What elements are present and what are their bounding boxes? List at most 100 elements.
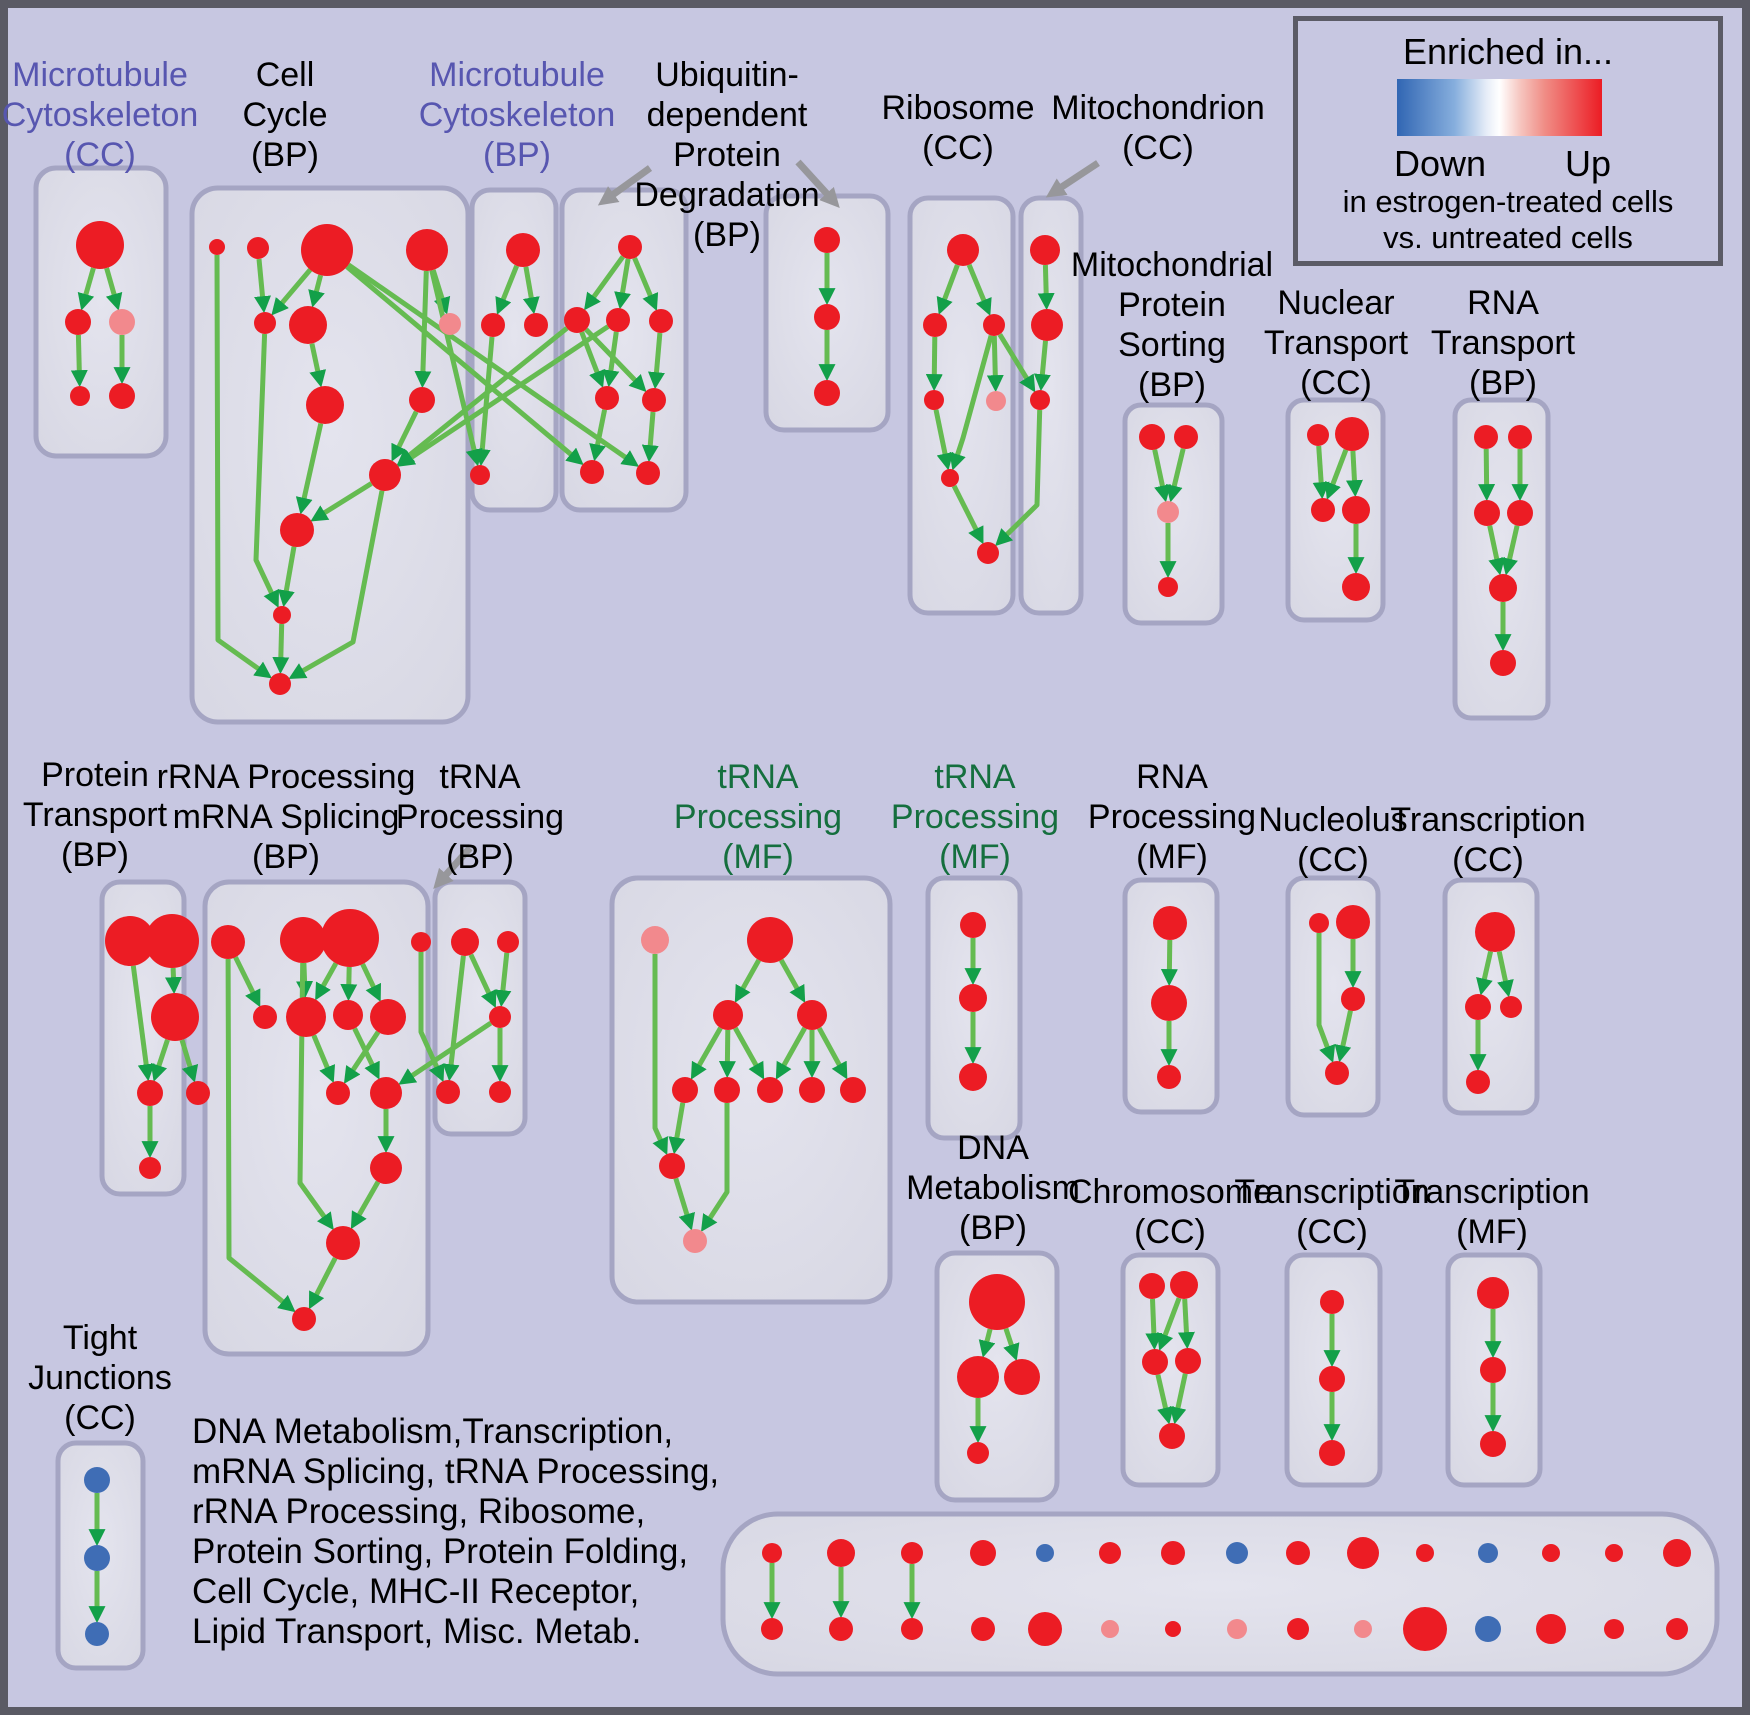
edge [734,958,761,1003]
go-term-node-red [506,233,540,267]
edge [1324,449,1349,500]
edge [77,267,96,311]
go-term-node-red [1347,1537,1379,1569]
go-term-node-red [840,1077,866,1103]
edge [277,546,297,608]
edge [733,1026,765,1080]
go-term-node-red [497,931,519,953]
edge [1169,1373,1188,1425]
go-term-node-blue [85,1622,109,1646]
go-term-node-red [1030,235,1060,265]
go-term-node-red [713,1000,743,1030]
go-term-node-red [436,1080,460,1104]
go-term-node-red [1542,1544,1560,1562]
go-term-node-red [977,542,999,564]
go-term-node-blue [84,1467,110,1493]
go-term-node-red [714,1077,740,1103]
edge [632,257,659,311]
go-term-node-red [1139,1273,1165,1299]
go-term-node-red [1341,987,1365,1011]
go-term-node-red [1030,390,1050,410]
edge [614,258,631,310]
go-term-node-red [1319,1366,1345,1392]
cross-edge [397,324,610,467]
misc-text-line: Protein Sorting, Protein Folding, [192,1532,689,1571]
go-term-node-red [827,1539,855,1567]
go-term-node-red [1028,1612,1062,1646]
legend-box: Enriched in... Down Up in estrogen-treat… [1293,16,1723,266]
go-term-node-red [109,383,135,409]
go-term-node-blue [84,1545,110,1571]
edge [104,267,123,311]
go-term-node-red [1161,1541,1185,1565]
go-term-node-red [370,1077,402,1109]
go-term-node-red [409,387,435,413]
go-term-node-red [1489,574,1517,602]
go-term-node-red [211,925,245,959]
go-term-node-red [292,1307,316,1331]
cross-edge [398,1021,493,1085]
edge [652,954,668,1156]
go-term-node-red [672,1077,698,1103]
edge [1037,264,1055,311]
edge [522,266,540,315]
go-term-node-red [1466,1070,1490,1094]
edge [1155,1374,1174,1425]
edge [1177,1298,1195,1350]
edge [1003,1327,1020,1362]
go-term-node-red [1342,573,1370,601]
go-term-node-pink [1354,1620,1372,1638]
go-term-node-pink [986,391,1006,411]
edge [360,963,382,1002]
go-term-node-red [1342,496,1370,524]
go-term-node-red [1175,1348,1201,1374]
go-term-node-red [1477,1277,1509,1309]
go-term-node-red [901,1542,923,1564]
go-term-node-red [941,469,959,487]
edge [414,270,432,389]
go-term-node-red [253,1005,277,1029]
group-box-transcription-cc-top [1442,877,1540,1116]
annotation-arrow [795,159,840,208]
legend-title: Enriched in... [1402,31,1614,72]
go-term-node-red [280,513,314,547]
edge [254,258,271,314]
go-term-node-red [151,993,199,1041]
go-term-node-red [209,239,225,255]
go-term-node-red [1490,650,1516,676]
go-term-node-red [924,390,944,410]
go-term-node-red [370,999,406,1035]
go-term-node-red [1031,309,1063,341]
go-term-node-red [649,309,673,333]
go-term-node-red [370,1152,402,1184]
go-term-node-red [326,1081,350,1105]
edge [1166,448,1186,503]
edge [272,623,290,675]
edge [308,1256,338,1310]
edge [70,334,88,388]
edge [288,490,385,680]
go-term-node-red [333,1000,363,1030]
go-term-node-red [761,1618,783,1640]
go-term-node-red [481,313,505,337]
go-term-node-red [301,224,353,276]
edge [579,331,605,388]
go-term-node-red [923,313,947,337]
go-term-node-red [967,1442,989,1464]
go-term-node-red [983,314,1005,336]
edge [817,1026,848,1080]
go-term-node-red [659,1153,685,1179]
edge [700,1103,730,1232]
edge [214,254,272,679]
go-term-node-red [1159,1423,1185,1449]
edge [1345,450,1363,498]
go-term-node-pink [109,309,135,335]
edge [308,274,325,308]
go-term-node-red [1287,1618,1309,1640]
go-term-node-red [1474,425,1498,449]
edge [978,1328,996,1358]
go-term-node-red [969,1274,1025,1330]
edge [641,411,659,463]
